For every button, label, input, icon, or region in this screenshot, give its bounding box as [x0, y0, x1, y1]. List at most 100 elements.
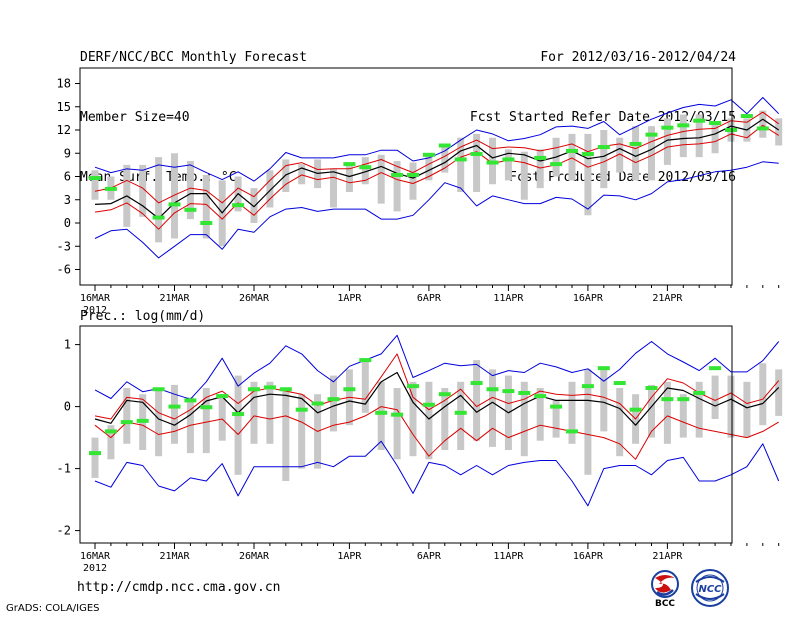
y-tick-label: 3	[64, 193, 71, 207]
observed-mark	[232, 203, 245, 208]
spread-bar	[759, 363, 767, 426]
spread-bar	[345, 162, 353, 192]
spread-bar	[457, 137, 465, 192]
x-tick-label: 16APR	[573, 293, 604, 304]
ncc-logo-icon: NCC	[691, 569, 729, 607]
spread-bar	[298, 164, 306, 185]
x-tick-label: 16APR	[573, 551, 604, 562]
spread-bar	[473, 360, 481, 441]
spread-bar	[584, 133, 592, 216]
observed-mark	[327, 397, 340, 402]
spread-bar	[266, 170, 274, 208]
spread-bar	[202, 388, 210, 454]
spread-bar	[107, 425, 115, 460]
observed-mark	[597, 366, 610, 371]
observed-mark	[438, 392, 451, 397]
lower-percentile-line	[94, 406, 779, 460]
ensemble-min-line	[94, 440, 780, 507]
ensemble-mean-line	[94, 371, 780, 426]
spread-bar	[568, 381, 576, 444]
observed-mark	[693, 118, 706, 123]
spread-bar	[282, 388, 290, 481]
observed-mark	[470, 381, 483, 386]
observed-mark	[184, 398, 197, 403]
observed-mark	[168, 404, 181, 409]
spread-bar	[552, 400, 560, 438]
x-year-label: 2012	[83, 305, 107, 316]
spread-bar	[520, 151, 528, 200]
y-tick-label: 6	[64, 170, 71, 184]
spread-bar	[568, 133, 576, 181]
observed-mark	[422, 152, 435, 157]
spread-bar	[171, 153, 178, 239]
observed-mark	[470, 152, 483, 157]
spread-bar	[520, 381, 528, 457]
spread-bar	[409, 381, 417, 457]
observed-mark	[104, 186, 117, 191]
spread-bar	[266, 381, 274, 444]
spread-bar	[616, 388, 624, 457]
x-tick-label: 26MAR	[239, 551, 270, 562]
observed-mark	[343, 162, 356, 167]
spread-bar	[441, 145, 449, 173]
observed-mark	[136, 418, 149, 423]
spread-bar	[600, 369, 608, 432]
observed-mark	[613, 381, 626, 386]
observed-mark	[566, 148, 578, 153]
observed-mark	[502, 157, 515, 162]
ensemble-mean-line	[94, 118, 780, 219]
observed-mark	[359, 165, 372, 170]
spread-bar	[727, 375, 735, 438]
source-url[interactable]: http://cmdp.ncc.cma.gov.cn	[77, 580, 281, 595]
y-tick-label: -2	[57, 524, 71, 538]
observed-mark	[581, 152, 594, 157]
observed-mark	[550, 162, 563, 167]
observed-mark	[89, 451, 101, 456]
spread-bar	[377, 154, 385, 204]
observed-mark	[263, 385, 276, 390]
y-tick-label: -6	[57, 263, 71, 277]
spread-bar	[202, 174, 210, 239]
spread-bar	[250, 188, 258, 223]
y-tick-label: 0	[64, 216, 71, 230]
spread-bar	[679, 114, 687, 158]
spread-bar	[616, 137, 624, 173]
spread-bar	[186, 161, 194, 220]
observed-mark	[375, 410, 388, 415]
observed-mark	[184, 207, 197, 212]
y-tick-label: -1	[57, 462, 71, 476]
observed-mark	[104, 429, 117, 434]
spread-bar	[361, 157, 369, 185]
observed-mark	[454, 410, 467, 415]
spread-bar	[171, 384, 178, 444]
y-tick-label: 0	[64, 400, 71, 414]
spread-bar	[425, 381, 433, 460]
grads-credit: GrADS: COLA/IGES	[6, 603, 100, 614]
observed-mark	[581, 384, 594, 389]
spread-bar	[441, 388, 449, 450]
observed-mark	[597, 145, 610, 150]
spread-bar	[91, 170, 99, 200]
spread-bar	[536, 149, 544, 189]
x-tick-label: 6APR	[417, 551, 442, 562]
spread-bar	[663, 381, 671, 444]
y-tick-label: 15	[57, 100, 71, 114]
observed-mark	[566, 429, 578, 434]
spread-bar	[648, 126, 655, 181]
spread-bar	[775, 118, 783, 146]
observed-mark	[200, 221, 213, 225]
observed-mark	[629, 141, 642, 146]
observed-mark	[645, 386, 658, 390]
spread-bar	[695, 114, 703, 158]
spread-bar	[663, 118, 671, 165]
spread-bar	[489, 369, 496, 447]
y-tick-label: 12	[57, 123, 71, 137]
observed-mark	[391, 412, 404, 417]
observed-mark	[311, 401, 324, 406]
bcc-logo-text: BCC	[655, 599, 675, 608]
observed-mark	[248, 387, 260, 392]
x-tick-label: 1APR	[337, 551, 362, 562]
observed-mark	[152, 215, 165, 220]
ensemble-min-line	[94, 161, 779, 259]
ncc-logo-text: NCC	[698, 584, 722, 595]
